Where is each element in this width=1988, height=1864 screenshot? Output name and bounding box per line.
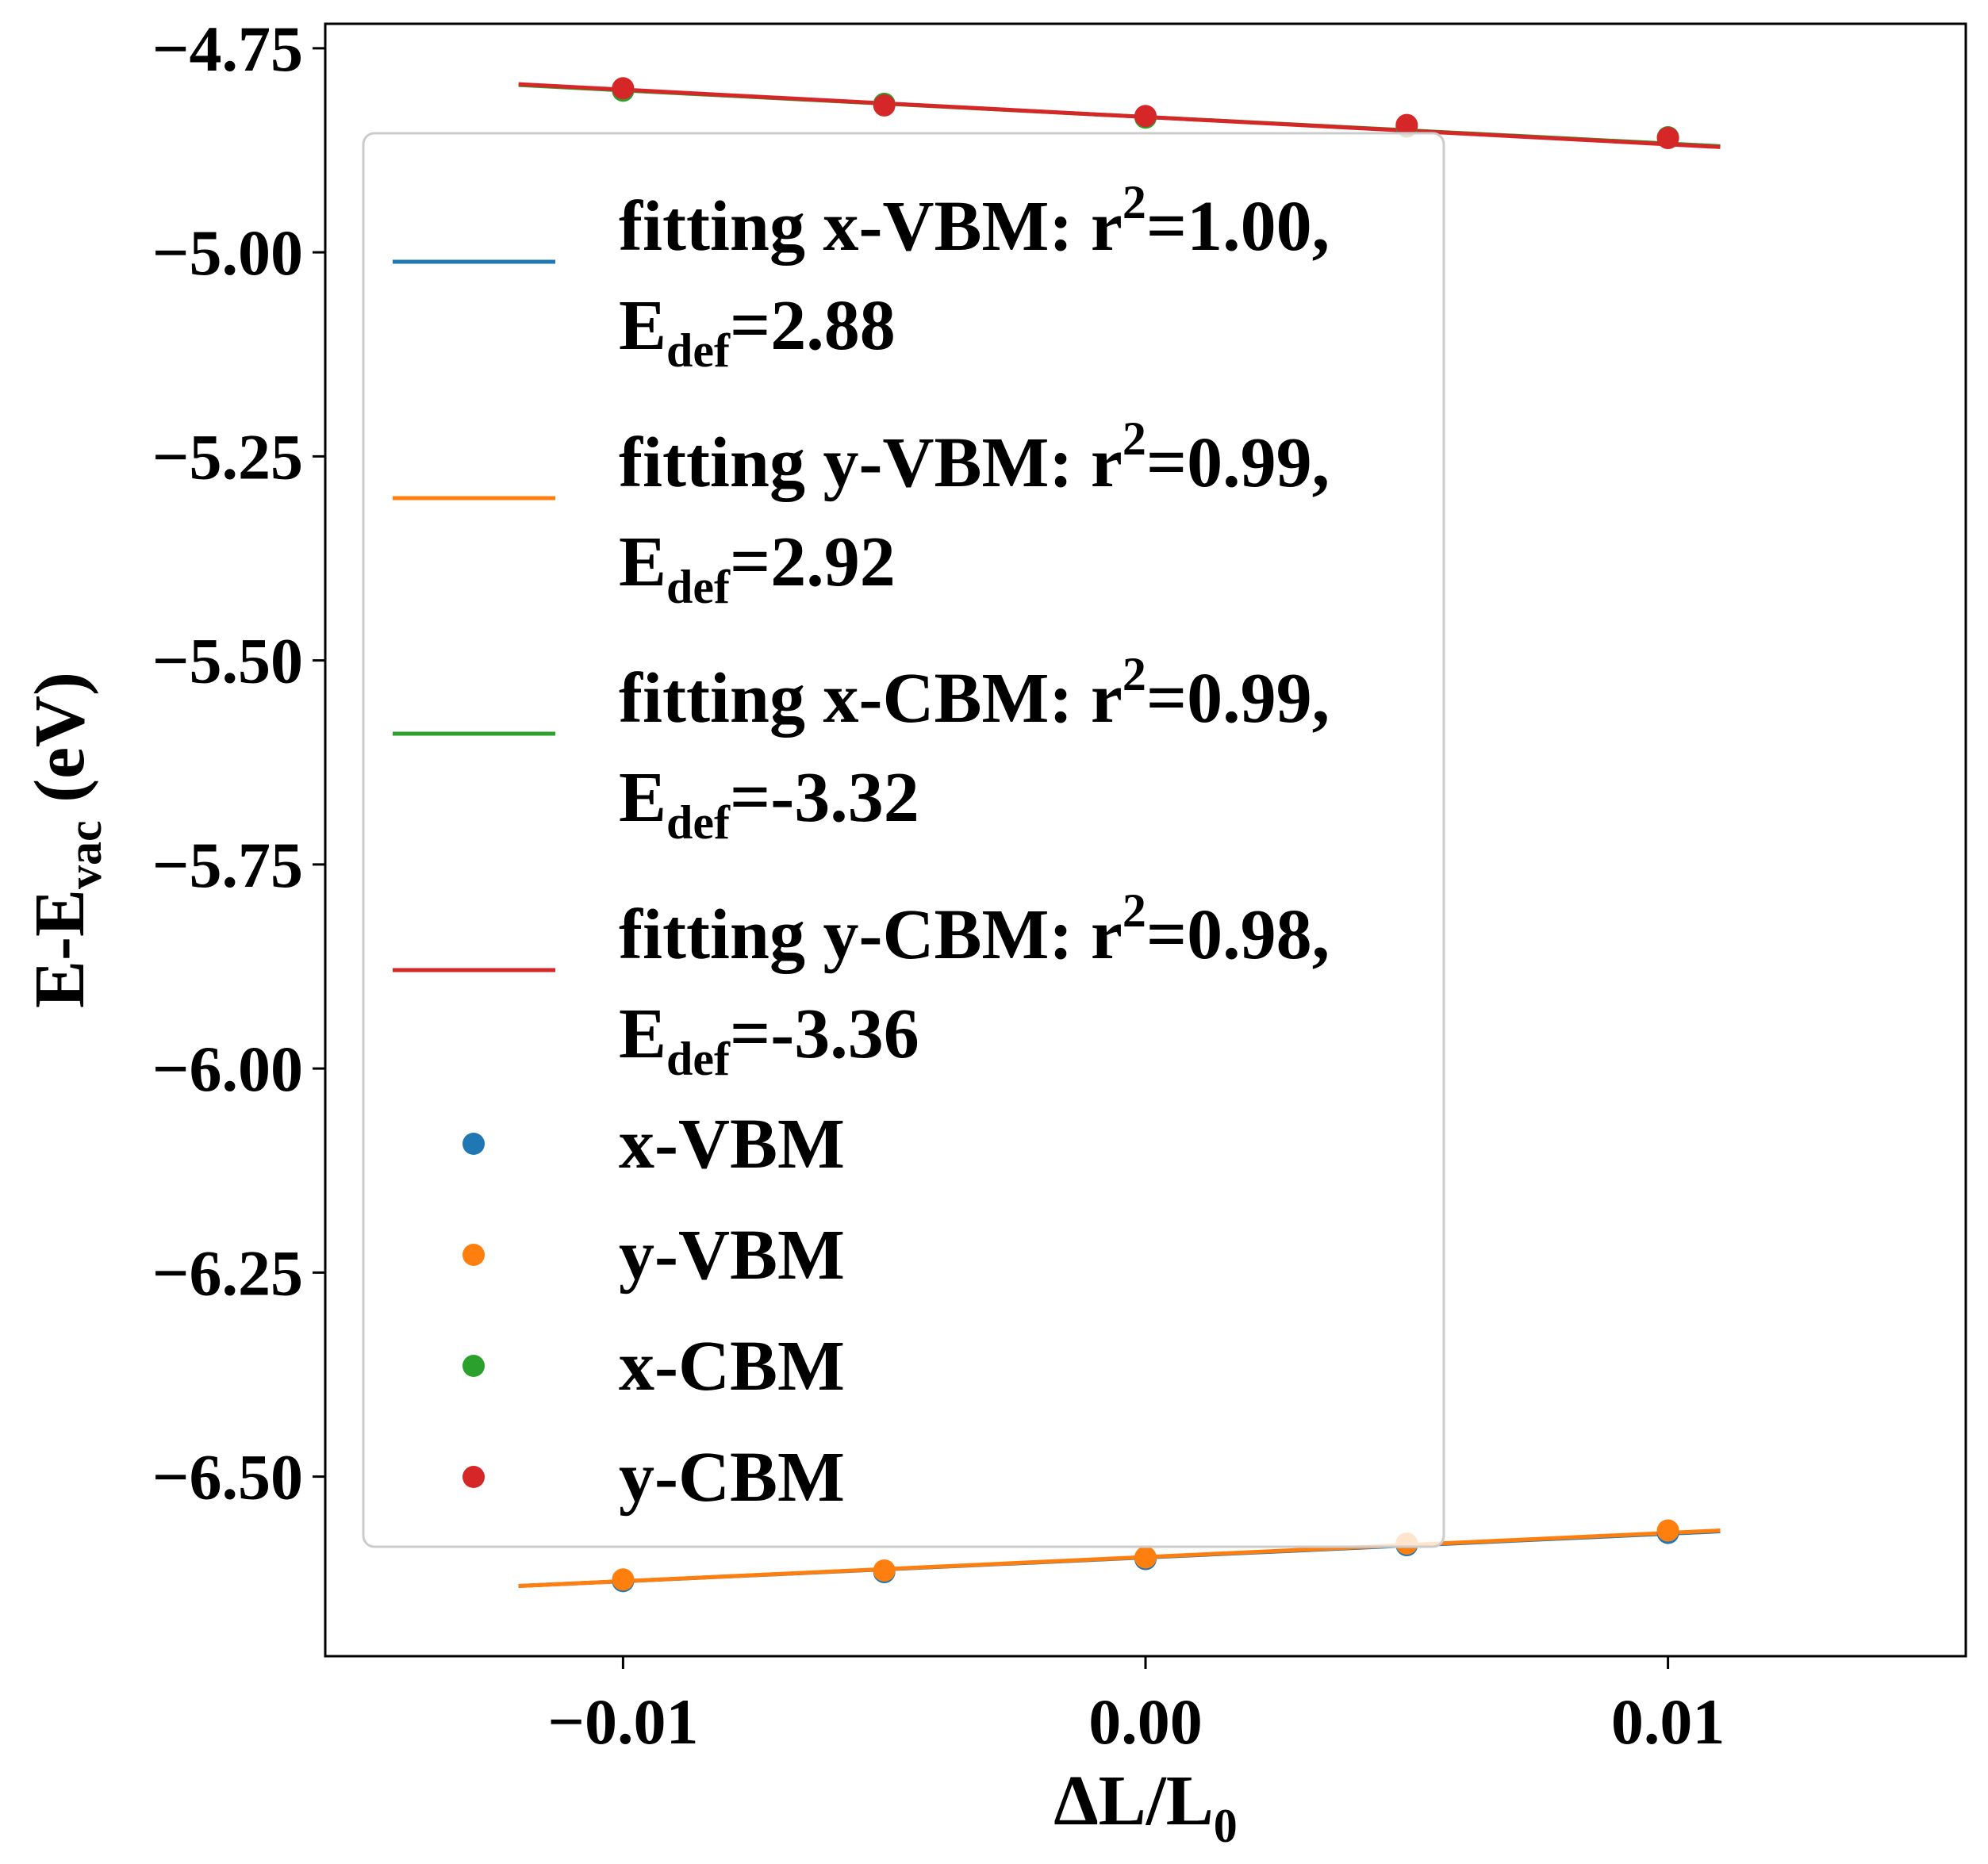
y-tick-label: −4.75 — [152, 13, 303, 85]
point-y-VBM-0 — [612, 1568, 635, 1591]
fit-line-y-VBM — [518, 1528, 1721, 1589]
point-y-CBM-2 — [1134, 105, 1157, 128]
legend-fit-edef: Edef=2.92 — [619, 523, 896, 613]
point-y-VBM-4 — [1656, 1519, 1679, 1542]
fit-line-y-CBM — [518, 82, 1721, 149]
legend-marker-y-CBM — [462, 1466, 485, 1488]
legend-fit-label: fitting y-VBM: r2=0.99, — [619, 412, 1330, 502]
y-tick-label: −6.25 — [152, 1237, 303, 1309]
legend-series-label: x-VBM — [619, 1105, 845, 1183]
legend-marker-x-VBM — [462, 1133, 485, 1155]
x-tick-label: 0.01 — [1611, 1686, 1725, 1758]
y-axis-label: E-Evac (eV) — [21, 672, 111, 1008]
legend-fit-edef: Edef=-3.36 — [619, 995, 919, 1085]
legend-fit-edef: Edef=-3.32 — [619, 758, 919, 849]
y-tick-label: −5.25 — [152, 420, 303, 493]
point-y-CBM-0 — [612, 77, 635, 100]
y-tick-label: −5.50 — [152, 625, 303, 697]
y-axis-label-unit: (eV) — [21, 672, 99, 820]
x-tick-label: −0.01 — [547, 1686, 698, 1758]
y-tick-label: −6.50 — [152, 1441, 303, 1513]
legend-series-label: x-CBM — [619, 1327, 845, 1406]
y-tick-label: −5.75 — [152, 829, 303, 901]
axis-ticks: −0.01 0.00 0.01 −4.75 −5.00 −5.25 −5.50 −5.75 −6… — [152, 13, 1725, 1758]
legend-series-label: y-VBM — [619, 1216, 845, 1294]
point-y-VBM-1 — [873, 1559, 896, 1582]
legend-fit-label: fitting y-CBM: r2=0.98, — [619, 884, 1330, 974]
point-y-CBM-4 — [1656, 127, 1679, 150]
legend-marker-y-VBM — [462, 1244, 485, 1266]
y-axis-label-main: E-E — [21, 889, 99, 1008]
point-y-VBM-2 — [1134, 1546, 1157, 1569]
x-axis-label-main: ΔL/L — [1053, 1762, 1214, 1840]
fit-lines — [518, 82, 1721, 1589]
y-tick-label: −5.00 — [152, 217, 303, 289]
x-axis-label: ΔL/L0 — [1053, 1762, 1238, 1852]
point-y-CBM-3 — [1395, 113, 1418, 136]
point-y-CBM-1 — [873, 94, 896, 117]
legend-fit-edef: Edef=2.88 — [619, 286, 896, 377]
legend-fit-label: fitting x-CBM: r2=0.99, — [619, 648, 1330, 738]
legend-box — [362, 132, 1445, 1548]
legend-marker-x-CBM — [462, 1355, 485, 1377]
legend: fitting x-VBM: r2=1.00, Edef=2.88 fitting … — [362, 132, 1445, 1548]
x-axis-label-sub: 0 — [1214, 1800, 1238, 1852]
legend-series-label: y-CBM — [619, 1438, 845, 1517]
legend-fit-label: fitting x-VBM: r2=1.00, — [619, 176, 1330, 266]
x-tick-label: 0.00 — [1088, 1686, 1203, 1758]
y-axis-label-sub: vac — [59, 820, 111, 889]
y-tick-label: −6.00 — [152, 1033, 303, 1105]
